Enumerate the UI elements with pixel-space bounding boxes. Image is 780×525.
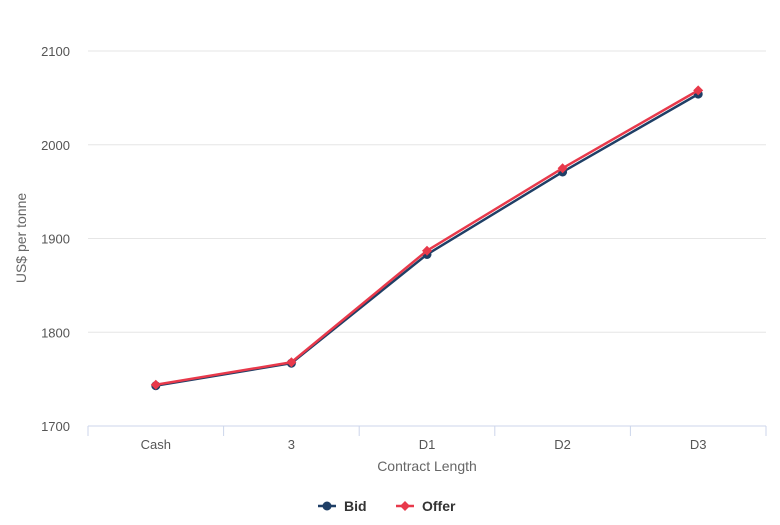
y-axis: 1700 1800 1900 2000 2100 bbox=[41, 44, 70, 434]
data-point-offer[interactable] bbox=[286, 357, 297, 368]
y-tick-label: 1800 bbox=[41, 325, 70, 340]
legend-label-offer: Offer bbox=[422, 498, 456, 514]
legend-label-bid: Bid bbox=[344, 498, 367, 514]
x-tick-label: D1 bbox=[419, 437, 436, 452]
data-point-offer[interactable] bbox=[557, 163, 568, 174]
y-tick-label: 2100 bbox=[41, 44, 70, 59]
x-tick-label: Cash bbox=[141, 437, 171, 452]
x-tick-label: D2 bbox=[554, 437, 571, 452]
x-axis-title: Contract Length bbox=[377, 458, 477, 474]
series-line-offer bbox=[154, 89, 700, 386]
y-axis-title: US$ per tonne bbox=[13, 193, 29, 283]
legend: Bid Offer bbox=[318, 498, 456, 514]
legend-item-bid[interactable]: Bid bbox=[318, 498, 367, 514]
legend-item-offer[interactable]: Offer bbox=[396, 498, 456, 514]
data-point-offer[interactable] bbox=[422, 245, 432, 256]
y-tick-label: 2000 bbox=[41, 138, 70, 153]
legend-symbol-bid bbox=[322, 501, 332, 511]
data-point-offer[interactable] bbox=[150, 379, 161, 390]
data-point-offer[interactable] bbox=[693, 85, 704, 96]
series-offer bbox=[150, 85, 704, 390]
x-tick-label: D3 bbox=[690, 437, 707, 452]
x-tick-label: 3 bbox=[288, 437, 295, 452]
y-tick-label: 1700 bbox=[41, 419, 70, 434]
series-group bbox=[150, 85, 704, 391]
x-axis: Cash 3 D1 D2 D3 bbox=[87, 425, 767, 452]
legend-symbol-offer bbox=[400, 501, 410, 511]
y-tick-label: 1900 bbox=[41, 232, 70, 247]
grid-lines bbox=[88, 50, 766, 333]
